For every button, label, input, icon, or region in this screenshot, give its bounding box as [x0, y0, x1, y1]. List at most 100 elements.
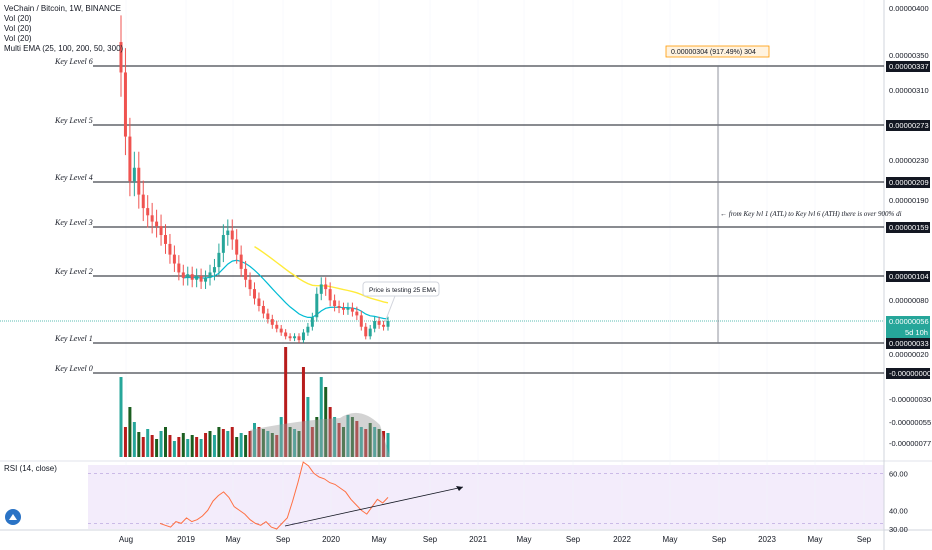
volume-bar — [204, 433, 208, 457]
price-tick-label: 0.00000020 — [889, 350, 929, 359]
candle-body — [235, 239, 239, 255]
callout-text: Price is testing 25 EMA — [369, 287, 437, 294]
candle-body — [382, 324, 386, 327]
volume-bar — [279, 417, 283, 457]
time-tick-label: 2023 — [758, 535, 776, 544]
volume-bar — [301, 367, 305, 457]
volume-bar — [350, 417, 354, 457]
candle-body — [293, 336, 297, 339]
rsi-tick-label: 40.00 — [889, 506, 908, 515]
key-level-label: Key Level 2 — [54, 267, 93, 276]
rsi-line — [159, 461, 389, 530]
volume-bar — [257, 427, 261, 457]
candle-body — [373, 321, 377, 329]
candle-body — [199, 276, 203, 282]
volume-bar — [186, 439, 190, 457]
candle-body — [150, 215, 154, 222]
key-level-price-tag — [886, 222, 930, 233]
rsi-legend: RSI (14, close) — [4, 464, 57, 473]
volume-bar — [315, 417, 319, 457]
volume-bar — [128, 407, 132, 457]
volume-bar — [150, 435, 154, 457]
rsi-background-band — [88, 465, 884, 529]
candle-body — [181, 272, 185, 278]
callout-pointer — [384, 295, 396, 323]
volume-bar — [248, 431, 252, 457]
key-level-label: Key Level 5 — [54, 116, 93, 125]
volume-bar — [355, 421, 359, 457]
candle-body — [132, 167, 136, 182]
legend-vol-2: Vol (20) — [4, 24, 32, 33]
time-tick-label: May — [371, 535, 386, 544]
time-tick-label: Sep — [566, 535, 581, 544]
time-axis: Aug 2019 May Sep 2020 May Sep 2021 May Sep 2022 May… — [119, 535, 872, 544]
volume-bar — [212, 435, 216, 457]
volume-bar — [284, 347, 288, 457]
candle-body — [253, 289, 256, 299]
key-level-price-tag — [886, 177, 930, 188]
candle-body — [155, 221, 159, 227]
volume-bar — [359, 427, 363, 457]
volume-bar — [155, 439, 159, 457]
volume-bar — [333, 417, 337, 457]
time-tick-label: Sep — [423, 535, 438, 544]
candle-body — [270, 319, 274, 325]
candle-body — [217, 252, 221, 268]
current-price-tag — [886, 316, 930, 338]
candle-body — [279, 328, 283, 333]
volume-bar — [261, 429, 265, 457]
time-tick-label: 2019 — [177, 535, 195, 544]
volume-bar — [364, 429, 368, 457]
rsi-trend-arrowhead — [456, 486, 463, 491]
annotation-arrow-text: ← from Key lvl 1 (ATL) to Key lvl 6 (ATH… — [720, 210, 902, 218]
key-levels: Key Level 6 Key Level 5 Key Level 4 Key Lev… — [0, 57, 884, 374]
candle-body — [266, 313, 270, 320]
volume-bar — [195, 437, 199, 457]
volume-bar — [172, 441, 176, 457]
candle-body — [346, 307, 350, 310]
candle-body — [172, 254, 176, 264]
volume-bar — [146, 429, 150, 457]
volume-bar — [288, 427, 292, 457]
grid — [125, 0, 865, 530]
candle-body — [386, 321, 390, 327]
price-tick-label: -0.00000030 — [889, 395, 931, 404]
candle-body — [119, 42, 123, 73]
candle-body — [377, 321, 381, 325]
volume-bar — [337, 423, 341, 457]
candle-body — [328, 289, 332, 301]
key-level-price-text: 0.00000033 — [889, 339, 929, 348]
candle-body — [248, 279, 252, 290]
candle-body — [275, 324, 279, 329]
key-level-price-tag — [886, 368, 930, 379]
key-level-label: Key Level 1 — [54, 334, 93, 343]
volume-bar — [244, 435, 248, 457]
candle-body — [204, 277, 208, 282]
volume-bar — [159, 431, 163, 457]
volume-bar — [137, 432, 141, 457]
candle-body — [164, 235, 167, 244]
countdown-text: 5d 10h — [905, 328, 928, 337]
candle-body — [342, 307, 345, 310]
volume-bar — [310, 427, 314, 457]
candle-body — [123, 72, 127, 137]
key-level-price-text: 0.00000159 — [889, 223, 929, 232]
volume-bar — [275, 435, 279, 457]
candle-body — [186, 274, 190, 278]
volume-bar — [319, 377, 323, 457]
volume-bar — [235, 437, 239, 457]
candle-body — [230, 230, 234, 240]
volume-bar — [190, 435, 194, 457]
candle-body — [368, 328, 372, 337]
candle-body — [221, 235, 225, 253]
tradingview-logo-icon[interactable] — [5, 509, 21, 525]
candle-body — [306, 326, 310, 333]
measure-label: 0.00000304 (917.49%) 304 — [671, 49, 756, 56]
key-level-label: Key Level 6 — [54, 57, 93, 66]
volume-bar — [221, 429, 225, 457]
volume-bar — [119, 377, 123, 457]
volume-bar — [164, 427, 167, 457]
volume-bar — [226, 431, 230, 457]
key-level-label: Key Level 4 — [54, 173, 93, 182]
